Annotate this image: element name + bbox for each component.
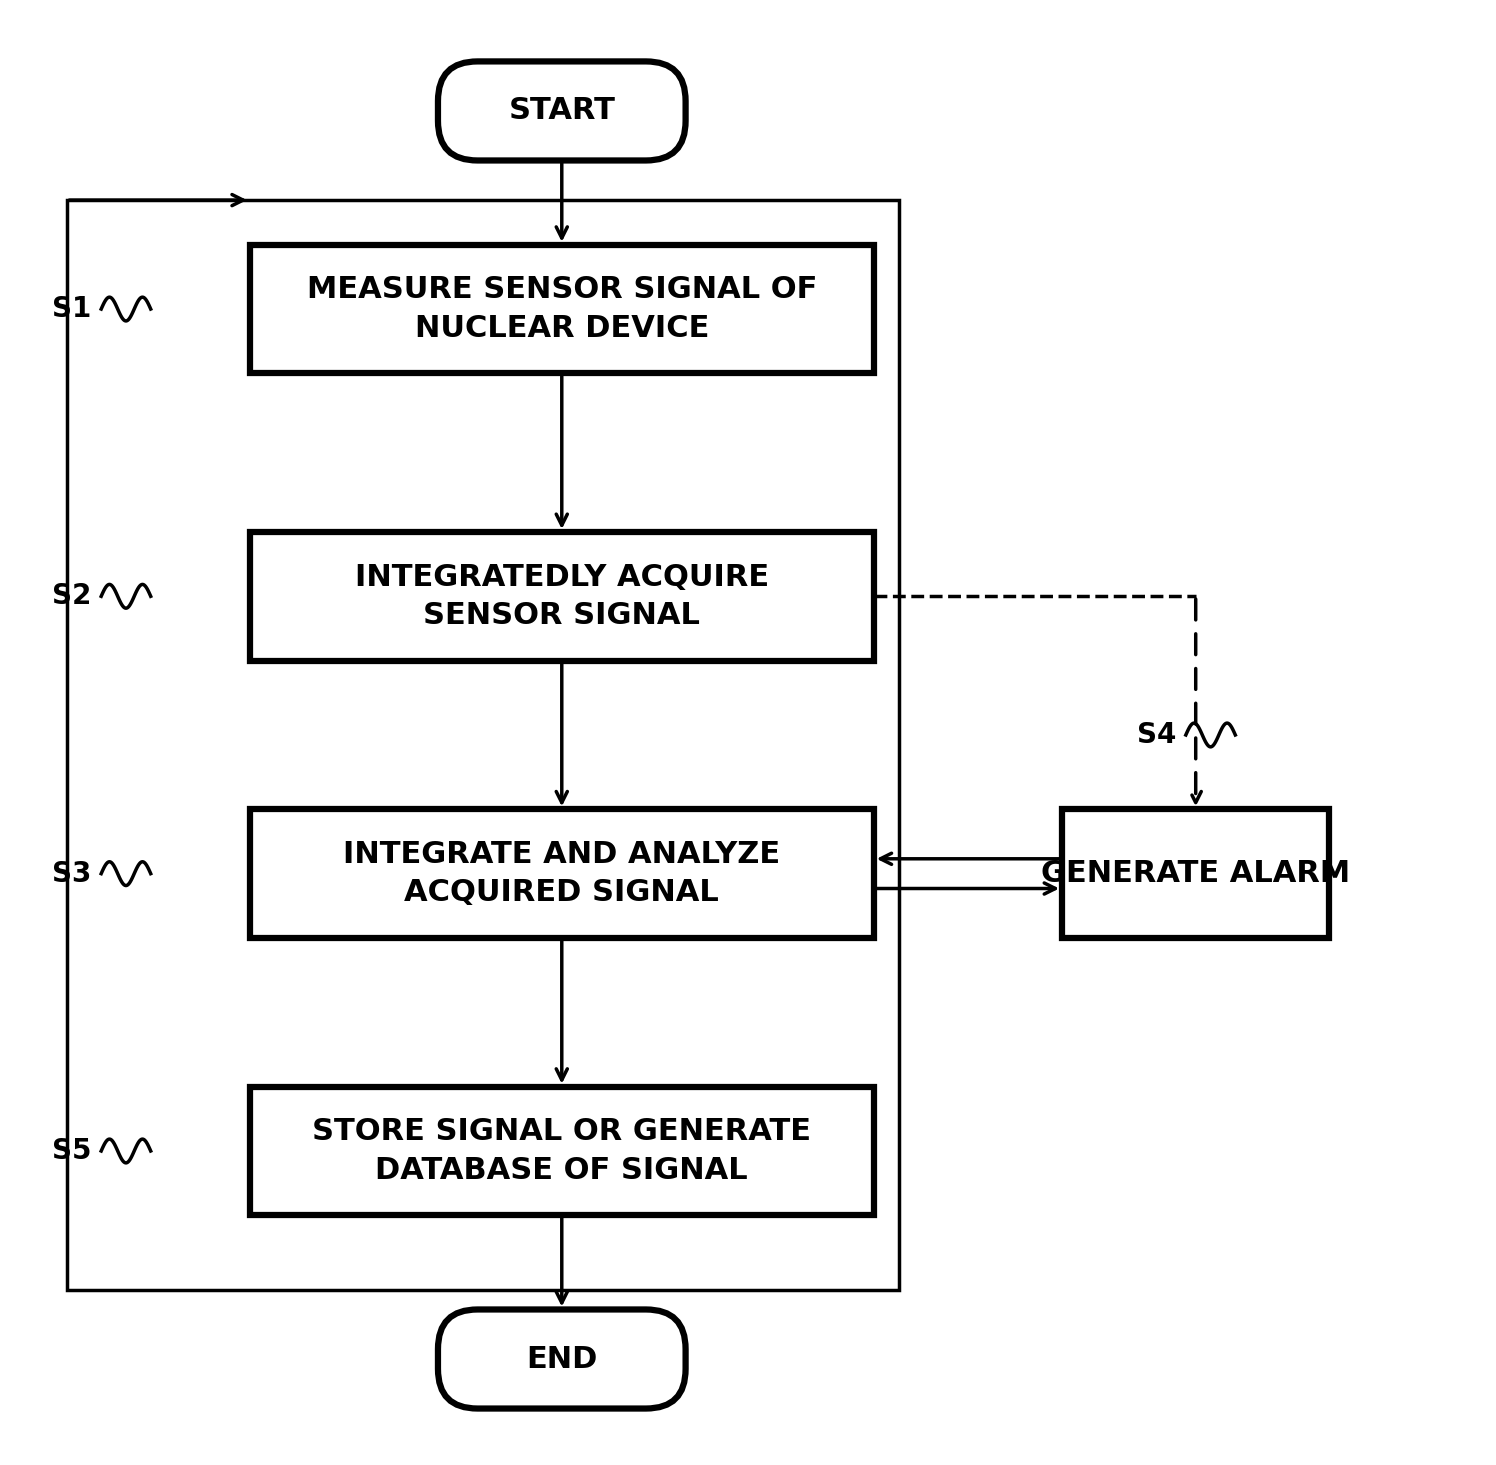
Bar — [250, 809, 874, 938]
Text: S3: S3 — [52, 860, 91, 888]
Bar — [250, 532, 874, 661]
Text: INTEGRATE AND ANALYZE
ACQUIRED SIGNAL: INTEGRATE AND ANALYZE ACQUIRED SIGNAL — [343, 839, 781, 907]
Bar — [250, 245, 874, 374]
Text: GENERATE ALARM: GENERATE ALARM — [1041, 858, 1351, 888]
Text: MEASURE SENSOR SIGNAL OF
NUCLEAR DEVICE: MEASURE SENSOR SIGNAL OF NUCLEAR DEVICE — [307, 275, 817, 343]
FancyBboxPatch shape — [438, 1310, 685, 1408]
Text: S4: S4 — [1137, 721, 1176, 749]
Bar — [66, 201, 899, 1289]
Text: STORE SIGNAL OR GENERATE
DATABASE OF SIGNAL: STORE SIGNAL OR GENERATE DATABASE OF SIG… — [313, 1118, 811, 1185]
FancyBboxPatch shape — [438, 62, 685, 161]
Text: START: START — [509, 97, 615, 126]
Bar — [1062, 809, 1330, 938]
Text: END: END — [527, 1345, 597, 1374]
Text: INTEGRATEDLY ACQUIRE
SENSOR SIGNAL: INTEGRATEDLY ACQUIRE SENSOR SIGNAL — [355, 563, 769, 630]
Text: S5: S5 — [52, 1137, 91, 1165]
Text: S2: S2 — [52, 582, 91, 611]
Text: S1: S1 — [52, 294, 91, 324]
Bar — [250, 1087, 874, 1216]
